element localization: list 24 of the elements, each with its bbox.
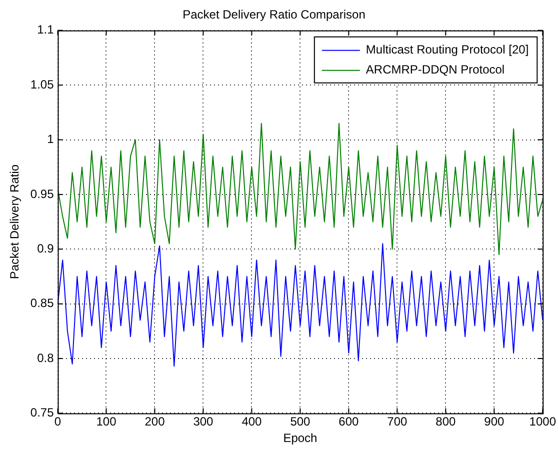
x-tick-label: 900 (484, 414, 504, 429)
x-tick-label: 600 (338, 414, 360, 429)
x-tick-label: 800 (436, 414, 456, 429)
x-tick-label: 100 (96, 414, 117, 429)
y-tick-label: 0.8 (37, 350, 54, 365)
chart-title: Packet Delivery Ratio Comparison (182, 8, 366, 22)
y-tick-label: 0.9 (37, 241, 54, 256)
y-tick-label: 1.1 (37, 22, 54, 37)
x-tick-label: 700 (387, 414, 408, 429)
y-axis-title: Packet Delivery Ratio (8, 164, 22, 280)
x-tick-label: 200 (144, 414, 166, 429)
y-tick-label: 1 (47, 132, 54, 146)
x-axis-title: Epoch (283, 431, 318, 446)
legend-label: Multicast Routing Protocol [20] (366, 42, 529, 57)
x-tick-label: 300 (193, 414, 214, 429)
x-tick-label: 400 (242, 414, 262, 429)
y-tick-label: 0.85 (30, 296, 54, 310)
y-tick-label: 0.75 (30, 406, 54, 420)
y-tick-label: 1.05 (30, 77, 54, 92)
x-tick-label: 1000 (529, 414, 556, 429)
legend-label: ARCMRP-DDQN Protocol (366, 62, 505, 77)
y-tick-label: 0.95 (30, 186, 54, 201)
x-tick-label: 500 (290, 414, 311, 429)
x-tick-label: 0 (54, 414, 62, 429)
